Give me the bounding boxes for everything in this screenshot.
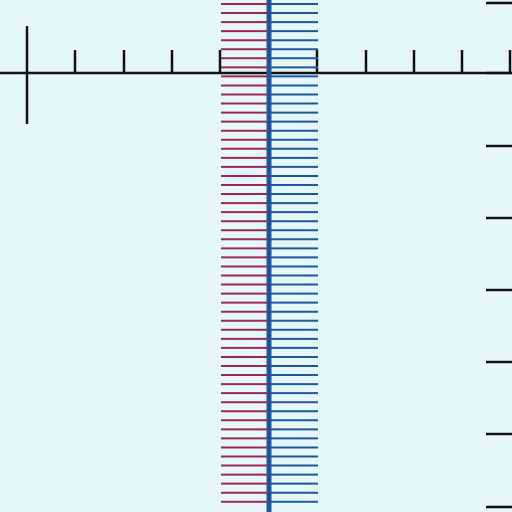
horizontal-axis xyxy=(0,26,512,124)
right-comb-ticks xyxy=(270,3,318,503)
right-edge-scale xyxy=(486,1,512,509)
left-comb-ticks xyxy=(221,3,268,503)
